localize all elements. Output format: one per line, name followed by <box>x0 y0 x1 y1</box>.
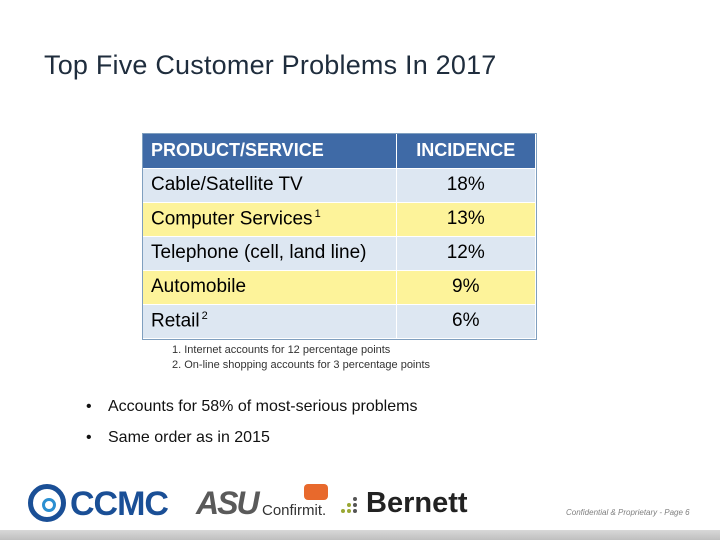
table-row: Computer Services 1 13% <box>143 202 536 237</box>
confirmit-logo-text: Confirmit. <box>262 502 327 519</box>
product-cell: Cable/Satellite TV <box>143 168 397 203</box>
table-row: Retail 2 6% <box>143 304 536 339</box>
product-cell: Computer Services 1 <box>143 202 397 237</box>
table-footnotes: 1. Internet accounts for 12 percentage p… <box>172 343 430 373</box>
footnote-1: 1. Internet accounts for 12 percentage p… <box>172 344 391 356</box>
incidence-table: PRODUCT/SERVICE INCIDENCE Cable/Satellit… <box>142 133 537 340</box>
column-header-incidence: INCIDENCE <box>396 134 536 169</box>
footnote-marker: 2 <box>201 309 208 322</box>
table-row: Automobile 9% <box>143 270 536 305</box>
product-label: Telephone (cell, land line) <box>151 242 367 263</box>
bullet-item: • Same order as in 2015 <box>86 429 417 460</box>
incidence-cell: 12% <box>396 236 536 271</box>
table-row: Cable/Satellite TV 18% <box>143 168 536 203</box>
asu-logo-text: ASU <box>196 485 260 521</box>
incidence-table-grid: PRODUCT/SERVICE INCIDENCE Cable/Satellit… <box>143 134 536 339</box>
product-cell: Telephone (cell, land line) <box>143 236 397 271</box>
bullet-icon: • <box>86 398 92 415</box>
bernett-logo-icon <box>341 497 357 513</box>
incidence-cell: 6% <box>396 304 536 339</box>
bernett-logo-text: Bernett <box>366 487 468 519</box>
bullet-text: Same order as in 2015 <box>108 429 270 446</box>
product-cell: Automobile <box>143 270 397 305</box>
bullet-list: • Accounts for 58% of most-serious probl… <box>86 398 417 460</box>
product-label: Computer Services <box>151 208 313 230</box>
ccmc-logo-icon <box>28 484 66 522</box>
product-label: Cable/Satellite TV <box>151 174 303 195</box>
bullet-icon: • <box>86 429 92 446</box>
footer-confidential: Confidential & Proprietary - Page 6 <box>566 508 690 517</box>
product-label: Automobile <box>151 276 247 297</box>
bullet-text: Accounts for 58% of most-serious problem… <box>108 398 418 415</box>
incidence-cell: 13% <box>396 202 536 237</box>
bullet-item: • Accounts for 58% of most-serious probl… <box>86 398 417 429</box>
footnote-marker: 1 <box>314 207 321 220</box>
footnote-2: 2. On-line shopping accounts for 3 perce… <box>172 359 431 371</box>
confirmit-logo-icon <box>304 484 328 500</box>
slide-title: Top Five Customer Problems In 2017 <box>44 50 497 80</box>
column-header-product: PRODUCT/SERVICE <box>143 134 397 169</box>
incidence-cell: 9% <box>396 270 536 305</box>
product-cell: Retail 2 <box>143 304 397 339</box>
table-header-row: PRODUCT/SERVICE INCIDENCE <box>143 134 536 169</box>
incidence-cell: 18% <box>396 168 536 203</box>
table-row: Telephone (cell, land line) 12% <box>143 236 536 271</box>
ccmc-logo-text: CCMC <box>70 485 169 523</box>
product-label: Retail <box>151 310 200 332</box>
footer-bar <box>0 530 720 540</box>
